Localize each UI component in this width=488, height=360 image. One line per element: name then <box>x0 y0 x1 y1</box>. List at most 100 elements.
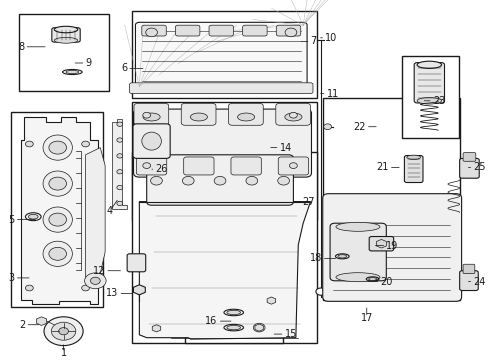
FancyBboxPatch shape <box>133 109 311 177</box>
FancyBboxPatch shape <box>230 157 261 175</box>
Bar <box>11 112 102 307</box>
Polygon shape <box>85 148 105 281</box>
Circle shape <box>214 176 225 185</box>
Ellipse shape <box>66 71 79 74</box>
FancyBboxPatch shape <box>413 63 444 103</box>
Text: 24: 24 <box>472 276 485 287</box>
Ellipse shape <box>237 113 254 121</box>
Text: 19: 19 <box>386 240 398 251</box>
Ellipse shape <box>43 171 72 196</box>
FancyBboxPatch shape <box>242 25 266 36</box>
Circle shape <box>49 247 66 260</box>
Bar <box>132 11 316 98</box>
Ellipse shape <box>43 135 72 160</box>
Bar <box>322 98 459 300</box>
Circle shape <box>81 285 89 291</box>
Circle shape <box>245 176 257 185</box>
FancyBboxPatch shape <box>52 28 80 42</box>
FancyBboxPatch shape <box>183 157 214 175</box>
Bar <box>401 56 458 138</box>
Circle shape <box>25 285 33 291</box>
Circle shape <box>117 138 122 142</box>
Text: 23: 23 <box>432 96 444 106</box>
Circle shape <box>323 124 331 130</box>
Circle shape <box>51 322 76 340</box>
Circle shape <box>59 328 68 335</box>
Circle shape <box>117 154 122 158</box>
Text: 21: 21 <box>376 162 388 172</box>
Polygon shape <box>133 285 145 295</box>
FancyBboxPatch shape <box>136 157 166 175</box>
Circle shape <box>117 170 122 174</box>
Text: 16: 16 <box>205 316 217 326</box>
Circle shape <box>289 163 297 168</box>
Text: 10: 10 <box>325 33 337 43</box>
FancyBboxPatch shape <box>278 157 308 175</box>
Ellipse shape <box>28 214 38 219</box>
FancyBboxPatch shape <box>459 271 477 291</box>
FancyBboxPatch shape <box>208 25 233 36</box>
Polygon shape <box>152 325 161 332</box>
Circle shape <box>285 28 296 37</box>
Text: 4: 4 <box>107 206 113 216</box>
Circle shape <box>44 317 83 346</box>
Ellipse shape <box>43 207 72 232</box>
FancyBboxPatch shape <box>142 25 166 36</box>
FancyBboxPatch shape <box>322 194 461 301</box>
Polygon shape <box>37 317 46 325</box>
Polygon shape <box>266 297 275 304</box>
Text: 25: 25 <box>472 162 485 172</box>
FancyBboxPatch shape <box>134 103 168 125</box>
FancyBboxPatch shape <box>181 103 216 125</box>
Bar <box>132 152 316 343</box>
Circle shape <box>150 176 162 185</box>
FancyBboxPatch shape <box>404 156 422 183</box>
Circle shape <box>277 176 289 185</box>
FancyBboxPatch shape <box>127 254 145 272</box>
Ellipse shape <box>416 98 441 104</box>
Polygon shape <box>112 119 127 209</box>
Ellipse shape <box>335 273 379 282</box>
Circle shape <box>142 112 150 118</box>
Ellipse shape <box>142 132 161 150</box>
Circle shape <box>49 213 66 226</box>
FancyBboxPatch shape <box>175 25 200 36</box>
Polygon shape <box>254 324 263 331</box>
FancyBboxPatch shape <box>135 22 306 89</box>
Text: 3: 3 <box>8 273 15 283</box>
Text: 5: 5 <box>8 215 15 225</box>
Text: 7: 7 <box>310 36 316 46</box>
Circle shape <box>90 277 100 284</box>
Bar <box>19 14 108 91</box>
FancyBboxPatch shape <box>133 124 170 158</box>
Text: 27: 27 <box>302 197 314 207</box>
Text: 1: 1 <box>61 348 66 358</box>
Ellipse shape <box>335 222 379 231</box>
Text: 22: 22 <box>352 122 365 132</box>
FancyBboxPatch shape <box>329 223 386 281</box>
Polygon shape <box>139 202 310 339</box>
Circle shape <box>182 176 194 185</box>
FancyBboxPatch shape <box>146 155 293 205</box>
Circle shape <box>315 288 325 295</box>
Ellipse shape <box>142 113 160 121</box>
Circle shape <box>25 141 33 147</box>
Ellipse shape <box>226 325 240 330</box>
Ellipse shape <box>190 113 207 121</box>
FancyBboxPatch shape <box>462 153 475 161</box>
Text: 13: 13 <box>106 288 118 298</box>
Text: 18: 18 <box>309 253 321 264</box>
Circle shape <box>145 28 157 37</box>
FancyBboxPatch shape <box>129 83 312 94</box>
FancyBboxPatch shape <box>276 25 300 36</box>
Text: 26: 26 <box>155 164 167 174</box>
Circle shape <box>84 273 106 289</box>
Circle shape <box>49 177 66 190</box>
Text: 15: 15 <box>284 329 296 339</box>
Ellipse shape <box>54 26 78 33</box>
Ellipse shape <box>416 61 441 68</box>
Ellipse shape <box>406 155 420 159</box>
Text: 8: 8 <box>18 42 24 52</box>
Circle shape <box>117 201 122 206</box>
FancyBboxPatch shape <box>368 237 393 251</box>
